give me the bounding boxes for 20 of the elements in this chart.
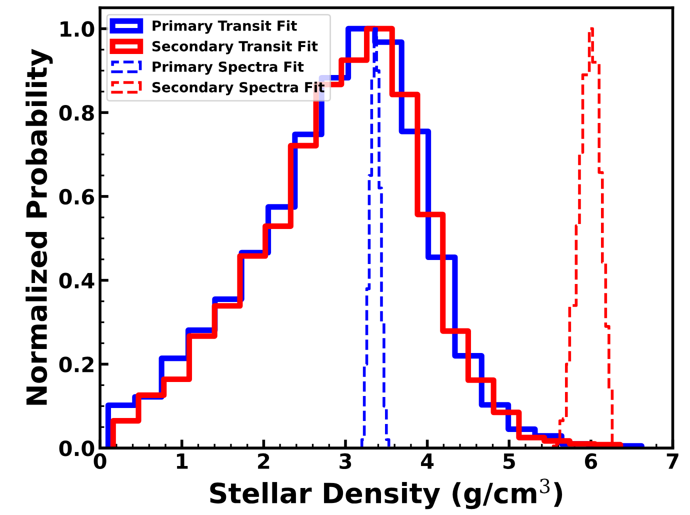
legend-label: Primary Transit Fit: [152, 20, 297, 34]
legend-label: Secondary Spectra Fit: [152, 82, 324, 96]
y-tick-label: 0.6: [59, 188, 94, 205]
y-axis-title: Normalized Probability: [26, 48, 53, 405]
x-tick-label: 3: [340, 453, 352, 470]
x-tick-label: 0: [94, 453, 106, 470]
y-tick-label: 1.0: [60, 21, 94, 37]
x-tick-label: 1: [176, 454, 188, 469]
x-tick-label: 5: [503, 454, 515, 470]
y-tick-label: 0.8: [59, 105, 94, 121]
x-tick-label: 7: [666, 454, 678, 469]
legend-label: Primary Spectra Fit: [152, 61, 304, 75]
x-axis-title: Stellar Density (g/cm$^{3}$): [210, 478, 562, 510]
x-tick-label: 4: [420, 454, 434, 469]
y-tick-label: 0.4: [59, 272, 94, 289]
y-tick-label: 0.0: [59, 440, 94, 456]
legend-label: Secondary Transit Fit: [152, 40, 318, 54]
y-tick-label: 0.2: [59, 356, 94, 372]
x-tick-label: 2: [258, 453, 270, 469]
x-tick-label: 6: [584, 453, 598, 470]
